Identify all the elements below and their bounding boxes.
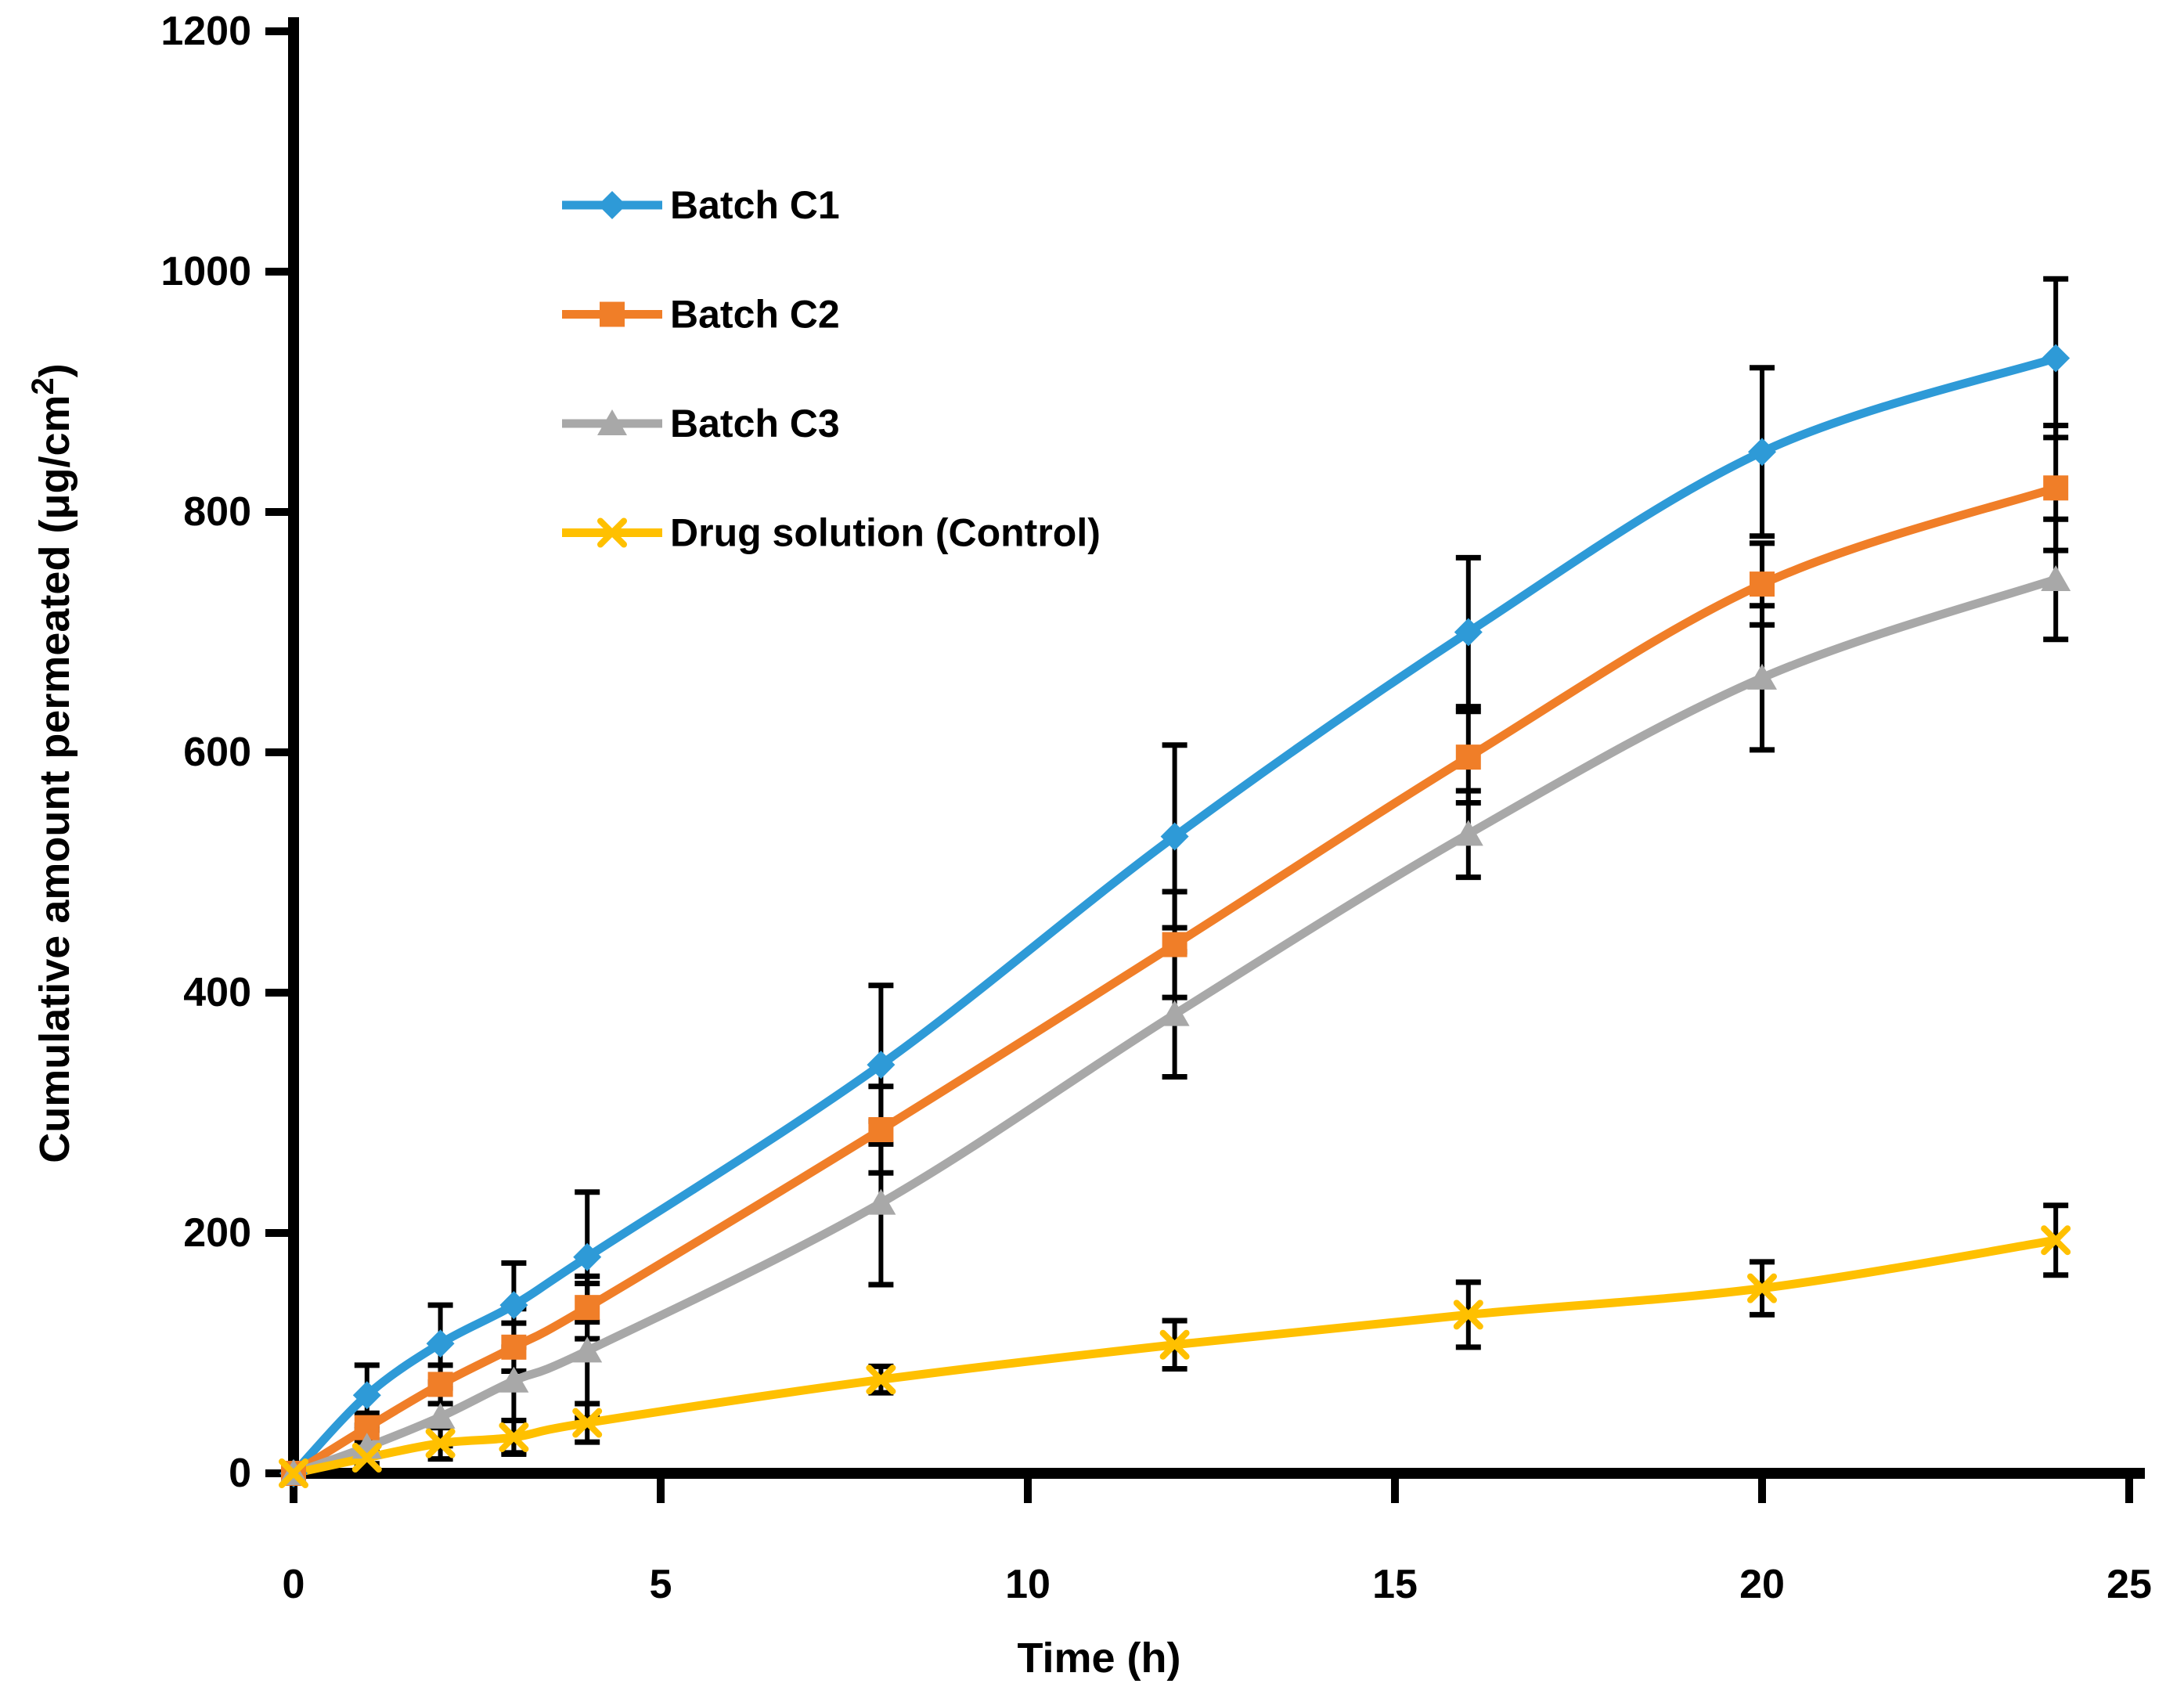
legend-item-batch-c3: Batch C3	[562, 402, 840, 445]
series-line-drug-solution-control	[289, 1235, 2060, 1478]
triangle-marker	[2041, 564, 2071, 591]
legend-label: Batch C2	[670, 293, 840, 337]
triangle-marker	[1453, 820, 1483, 846]
diamond-marker	[1748, 438, 1776, 467]
triangle-marker	[1747, 663, 1777, 690]
diamond-marker	[499, 1291, 528, 1320]
x-tick-label: 10	[1005, 1562, 1051, 1607]
legend-item-drug-solution-control: Drug solution (Control)	[562, 511, 1101, 555]
y-tick-label: 800	[183, 489, 251, 535]
x-tick-label: 15	[1372, 1562, 1418, 1607]
square-marker	[868, 1116, 894, 1142]
square-marker	[1455, 744, 1481, 770]
legend-item-batch-c2: Batch C2	[562, 293, 840, 337]
error-bars-batch-c1	[354, 276, 2069, 1429]
x-marker	[1159, 1329, 1190, 1360]
triangle-marker	[866, 1188, 896, 1215]
square-marker	[600, 301, 625, 327]
markers-drug-solution-control	[279, 1225, 2071, 1488]
diamond-marker	[867, 1051, 896, 1080]
x-tick-label: 0	[283, 1562, 305, 1607]
y-tick-label: 0	[229, 1451, 251, 1496]
diamond-marker	[426, 1329, 455, 1358]
triangle-marker	[425, 1402, 456, 1429]
triangle-marker	[499, 1366, 529, 1393]
y-tick-label: 400	[183, 970, 251, 1015]
x-marker	[2041, 1225, 2071, 1256]
x-tick-label: 5	[650, 1562, 672, 1607]
axes: 0 200 400 600 800 1000 1200 0 5 10 15 20 25	[160, 9, 2152, 1607]
x-axis-title: Time (h)	[1017, 1635, 1180, 1682]
diamond-marker	[1160, 822, 1189, 851]
y-axis-title: Cumulative amount permeated (μg/cm2)	[26, 363, 78, 1163]
triangle-marker	[597, 409, 627, 435]
legend-label: Batch C3	[670, 402, 840, 445]
legend-label: Drug solution (Control)	[670, 511, 1101, 555]
legend: Batch C1 Batch C2 Batch C3 Drug solution (C…	[562, 183, 1101, 555]
x-tick-label: 20	[1739, 1562, 1785, 1607]
legend-item-batch-c1: Batch C1	[562, 183, 840, 227]
y-tick-label: 1200	[160, 9, 251, 54]
square-marker	[1162, 932, 1188, 957]
x-marker	[597, 517, 627, 548]
x-marker	[351, 1443, 382, 1473]
markers-batch-c1	[279, 344, 2070, 1487]
square-marker	[2043, 475, 2069, 501]
x-marker	[572, 1408, 603, 1438]
legend-label: Batch C1	[670, 183, 840, 227]
square-marker	[501, 1334, 527, 1360]
triangle-marker	[572, 1336, 603, 1363]
x-marker	[425, 1428, 456, 1458]
diamond-marker	[1454, 618, 1483, 647]
x-marker	[279, 1458, 308, 1488]
y-tick-label: 200	[183, 1210, 251, 1256]
x-tick-label: 25	[2107, 1562, 2152, 1607]
x-marker	[1747, 1273, 1777, 1303]
y-tick-label: 1000	[160, 249, 251, 294]
square-marker	[575, 1295, 600, 1321]
diamond-marker	[573, 1242, 602, 1271]
y-tick-label: 600	[183, 730, 251, 775]
series-markers	[279, 344, 2071, 1488]
triangle-marker	[1159, 1000, 1190, 1026]
series-line-batch-c3	[289, 575, 2060, 1478]
x-marker	[866, 1365, 896, 1395]
diamond-marker	[352, 1381, 381, 1410]
diamond-marker	[598, 191, 626, 219]
square-marker	[427, 1372, 453, 1397]
x-marker	[1453, 1300, 1483, 1330]
square-marker	[1750, 571, 1775, 597]
x-marker	[499, 1422, 529, 1452]
diamond-marker	[2042, 344, 2070, 373]
